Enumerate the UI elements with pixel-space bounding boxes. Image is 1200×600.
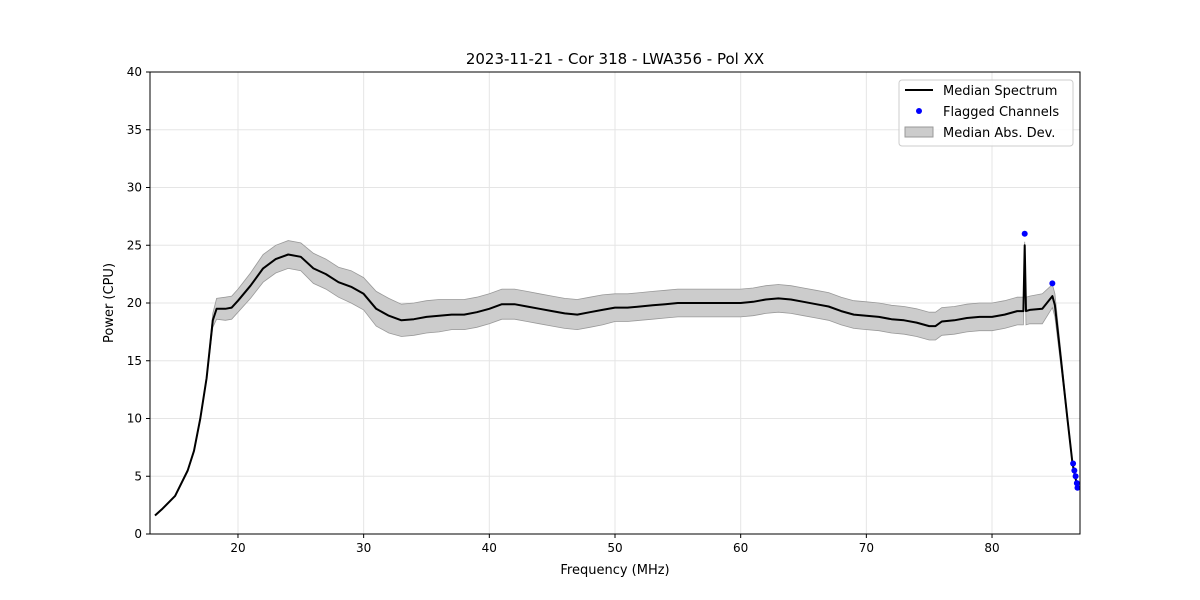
axis-ticks: 20 30 40 50 60 70 80 0 5 10 15 20 25 30 35 40: [127, 65, 1000, 555]
flagged-channels: [1021, 230, 1081, 491]
y-tick-label: 20: [127, 296, 142, 310]
legend-band-swatch: [904, 126, 934, 138]
mad-band: [154, 240, 1078, 516]
y-tick-label: 40: [127, 65, 142, 79]
y-axis-label: Power (CPU): [102, 263, 117, 343]
legend: Median Spectrum Flagged Channels Median …: [898, 79, 1074, 147]
flagged-channel-point: [1021, 230, 1028, 237]
flagged-channel-point: [1074, 484, 1081, 491]
x-tick-label: 70: [859, 541, 874, 555]
x-tick-label: 20: [230, 541, 245, 555]
x-tick-label: 40: [482, 541, 497, 555]
legend-dot-swatch: [916, 108, 922, 114]
flagged-channel-point: [1049, 280, 1056, 287]
y-tick-label: 15: [127, 354, 142, 368]
x-tick-label: 30: [356, 541, 371, 555]
chart-title: 2023-11-21 - Cor 318 - LWA356 - Pol XX: [466, 50, 764, 68]
y-tick-label: 25: [127, 238, 142, 252]
flagged-channel-point: [1073, 480, 1080, 487]
y-tick-label: 0: [134, 527, 142, 541]
y-tick-label: 35: [127, 123, 142, 137]
flagged-channel-point: [1070, 460, 1077, 467]
flagged-channel-point: [1071, 467, 1078, 474]
x-tick-label: 50: [607, 541, 622, 555]
legend-flagged: Flagged Channels: [943, 105, 1059, 120]
y-tick-label: 10: [127, 412, 142, 426]
legend-median: Median Spectrum: [943, 84, 1057, 99]
x-tick-label: 60: [733, 541, 748, 555]
y-tick-label: 5: [134, 469, 142, 483]
legend-mad: Median Abs. Dev.: [943, 126, 1055, 141]
y-tick-label: 30: [127, 181, 142, 195]
x-axis-label: Frequency (MHz): [560, 563, 669, 578]
median-spectrum-line: [154, 244, 1079, 517]
flagged-channel-point: [1072, 473, 1079, 480]
x-tick-label: 80: [984, 541, 999, 555]
